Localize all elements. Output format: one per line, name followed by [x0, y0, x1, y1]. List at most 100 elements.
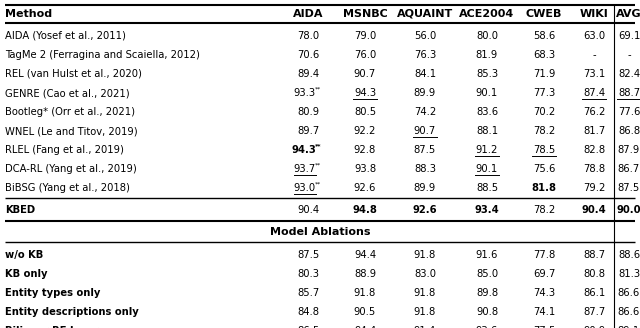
Text: 84.1: 84.1 [414, 69, 436, 79]
Text: 85.3: 85.3 [476, 69, 498, 79]
Text: 86.7: 86.7 [618, 164, 640, 174]
Text: 76.3: 76.3 [414, 50, 436, 60]
Text: 90.9: 90.9 [583, 326, 605, 328]
Text: **: ** [315, 144, 322, 149]
Text: 93.3: 93.3 [293, 88, 315, 98]
Text: 92.6: 92.6 [413, 205, 437, 215]
Text: 78.5: 78.5 [533, 145, 555, 155]
Text: 76.0: 76.0 [354, 50, 376, 60]
Text: RLEL (Fang et al., 2019): RLEL (Fang et al., 2019) [5, 145, 124, 155]
Text: 91.8: 91.8 [354, 288, 376, 298]
Text: CWEB: CWEB [526, 9, 562, 19]
Text: 80.5: 80.5 [354, 107, 376, 117]
Text: GENRE (Cao et al., 2021): GENRE (Cao et al., 2021) [5, 88, 130, 98]
Text: 71.9: 71.9 [533, 69, 555, 79]
Text: 81.3: 81.3 [618, 269, 640, 279]
Text: Method: Method [5, 9, 52, 19]
Text: 87.7: 87.7 [583, 307, 605, 317]
Text: AVG: AVG [616, 9, 640, 19]
Text: -: - [592, 50, 596, 60]
Text: 80.8: 80.8 [583, 269, 605, 279]
Text: 82.8: 82.8 [583, 145, 605, 155]
Text: AIDA: AIDA [292, 9, 323, 19]
Text: 94.3: 94.3 [354, 88, 376, 98]
Text: KBED: KBED [5, 205, 35, 215]
Text: 91.2: 91.2 [476, 145, 498, 155]
Text: 74.3: 74.3 [533, 288, 555, 298]
Text: 90.5: 90.5 [354, 307, 376, 317]
Text: 92.8: 92.8 [354, 145, 376, 155]
Text: 85.0: 85.0 [476, 269, 498, 279]
Text: 78.2: 78.2 [533, 205, 555, 215]
Text: 92.6: 92.6 [354, 183, 376, 193]
Text: 86.8: 86.8 [618, 126, 640, 136]
Text: 79.0: 79.0 [354, 31, 376, 41]
Text: WNEL (Le and Titov, 2019): WNEL (Le and Titov, 2019) [5, 126, 138, 136]
Text: Entity types only: Entity types only [5, 288, 100, 298]
Text: Bilinear RE layer: Bilinear RE layer [5, 326, 99, 328]
Text: -: - [627, 50, 631, 60]
Text: 56.0: 56.0 [414, 31, 436, 41]
Text: KB only: KB only [5, 269, 47, 279]
Text: 87.9: 87.9 [618, 145, 640, 155]
Text: 58.6: 58.6 [533, 31, 555, 41]
Text: 80.9: 80.9 [297, 107, 319, 117]
Text: ACE2004: ACE2004 [460, 9, 515, 19]
Text: 91.8: 91.8 [414, 250, 436, 260]
Text: 77.5: 77.5 [533, 326, 555, 328]
Text: Entity descriptions only: Entity descriptions only [5, 307, 139, 317]
Text: BiBSG (Yang et al., 2018): BiBSG (Yang et al., 2018) [5, 183, 130, 193]
Text: 90.0: 90.0 [617, 205, 640, 215]
Text: 77.3: 77.3 [533, 88, 555, 98]
Text: 68.3: 68.3 [533, 50, 555, 60]
Text: **: ** [315, 162, 321, 168]
Text: 73.1: 73.1 [583, 69, 605, 79]
Text: 83.6: 83.6 [476, 107, 498, 117]
Text: Bootleg* (Orr et al., 2021): Bootleg* (Orr et al., 2021) [5, 107, 135, 117]
Text: 86.6: 86.6 [618, 288, 640, 298]
Text: 89.4: 89.4 [297, 69, 319, 79]
Text: REL (van Hulst et al., 2020): REL (van Hulst et al., 2020) [5, 69, 142, 79]
Text: 94.4: 94.4 [354, 250, 376, 260]
Text: 88.7: 88.7 [583, 250, 605, 260]
Text: 87.5: 87.5 [414, 145, 436, 155]
Text: 84.8: 84.8 [297, 307, 319, 317]
Text: 78.0: 78.0 [297, 31, 319, 41]
Text: 80.0: 80.0 [476, 31, 498, 41]
Text: 78.2: 78.2 [533, 126, 555, 136]
Text: 75.6: 75.6 [533, 164, 555, 174]
Text: 89.8: 89.8 [476, 288, 498, 298]
Text: **: ** [315, 87, 321, 92]
Text: 91.4: 91.4 [414, 326, 436, 328]
Text: 94.8: 94.8 [353, 205, 378, 215]
Text: 86.1: 86.1 [583, 288, 605, 298]
Text: 93.6: 93.6 [476, 326, 498, 328]
Text: AIDA (Yosef et al., 2011): AIDA (Yosef et al., 2011) [5, 31, 126, 41]
Text: 93.8: 93.8 [354, 164, 376, 174]
Text: 70.6: 70.6 [297, 50, 319, 60]
Text: TagMe 2 (Ferragina and Scaiella, 2012): TagMe 2 (Ferragina and Scaiella, 2012) [5, 50, 200, 60]
Text: 91.8: 91.8 [414, 307, 436, 317]
Text: 89.7: 89.7 [297, 126, 319, 136]
Text: 76.2: 76.2 [583, 107, 605, 117]
Text: 89.9: 89.9 [414, 88, 436, 98]
Text: 87.5: 87.5 [297, 250, 319, 260]
Text: 74.2: 74.2 [414, 107, 436, 117]
Text: 94.3: 94.3 [292, 145, 316, 155]
Text: **: ** [315, 181, 321, 187]
Text: AQUAINT: AQUAINT [397, 9, 453, 19]
Text: 90.7: 90.7 [414, 126, 436, 136]
Text: 80.3: 80.3 [297, 269, 319, 279]
Text: w/o KB: w/o KB [5, 250, 44, 260]
Text: 89.1: 89.1 [618, 326, 640, 328]
Text: 91.8: 91.8 [414, 288, 436, 298]
Text: 88.7: 88.7 [618, 88, 640, 98]
Text: 88.1: 88.1 [476, 126, 498, 136]
Text: 74.1: 74.1 [533, 307, 555, 317]
Text: 82.4: 82.4 [618, 69, 640, 79]
Text: 69.7: 69.7 [533, 269, 555, 279]
Text: 86.6: 86.6 [618, 307, 640, 317]
Text: 87.5: 87.5 [618, 183, 640, 193]
Text: 79.2: 79.2 [583, 183, 605, 193]
Text: 88.3: 88.3 [414, 164, 436, 174]
